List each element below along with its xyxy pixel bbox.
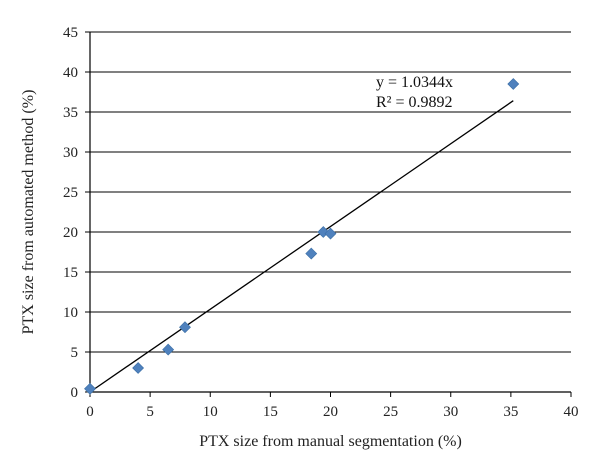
data-point-0-0 xyxy=(84,382,96,395)
x-tick-label-15: 15 xyxy=(263,404,278,420)
data-point-0-7 xyxy=(507,78,520,90)
x-tick-label-0: 0 xyxy=(86,404,94,420)
data-point-0-1 xyxy=(132,362,145,374)
data-point-0-2 xyxy=(162,343,175,356)
axes xyxy=(85,31,572,397)
gridlines xyxy=(90,31,571,353)
y-tick-label-20: 20 xyxy=(63,225,78,241)
r-squared-label: R² = 0.9892 xyxy=(376,94,453,111)
x-tick-label-30: 30 xyxy=(443,404,458,420)
equation-label: y = 1.0344x xyxy=(376,74,453,91)
trendline xyxy=(89,100,514,393)
x-tick-label-40: 40 xyxy=(564,404,579,420)
x-tick-label-35: 35 xyxy=(503,404,518,420)
y-tick-label-40: 40 xyxy=(63,65,78,81)
x-tick-label-5: 5 xyxy=(146,404,154,420)
x-axis-title: PTX size from manual segmentation (%) xyxy=(199,433,462,450)
x-tick-label-10: 10 xyxy=(203,404,218,420)
y-tick-label-5: 5 xyxy=(71,345,79,361)
trendline-group xyxy=(89,100,514,393)
y-tick-label-10: 10 xyxy=(63,305,78,321)
y-tick-label-35: 35 xyxy=(63,105,78,121)
trendline-equation: y = 1.0344x R² = 0.9892 xyxy=(376,74,453,111)
tick-labels: 0 5 10 15 20 25 30 35 40 0 5 10 15 20 25 30 35 40 45 xyxy=(63,25,579,420)
y-tick-label-30: 30 xyxy=(63,145,78,161)
data-points xyxy=(84,78,520,395)
y-tick-label-15: 15 xyxy=(63,265,78,281)
y-tick-label-0: 0 xyxy=(71,385,79,401)
data-point-0-6 xyxy=(324,227,337,240)
x-tick-label-25: 25 xyxy=(383,404,398,420)
y-tick-label-45: 45 xyxy=(63,25,78,41)
data-point-0-4 xyxy=(305,247,318,260)
data-point-0-3 xyxy=(179,321,191,334)
y-tick-label-25: 25 xyxy=(63,185,78,201)
x-tick-label-20: 20 xyxy=(323,404,338,420)
y-axis-title: PTX size from automated method (%) xyxy=(20,90,37,335)
